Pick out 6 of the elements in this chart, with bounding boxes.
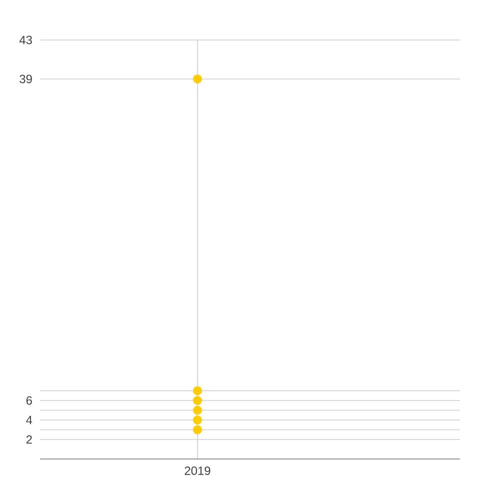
y-tick-label: 6 bbox=[26, 396, 32, 405]
x-tick-label: 2019 bbox=[184, 466, 210, 475]
y-tick-label: 4 bbox=[26, 416, 32, 424]
y-tick-label: 43 bbox=[19, 36, 32, 44]
y-tick-label: 2 bbox=[26, 435, 32, 444]
y-tick-label: 39 bbox=[20, 74, 32, 84]
